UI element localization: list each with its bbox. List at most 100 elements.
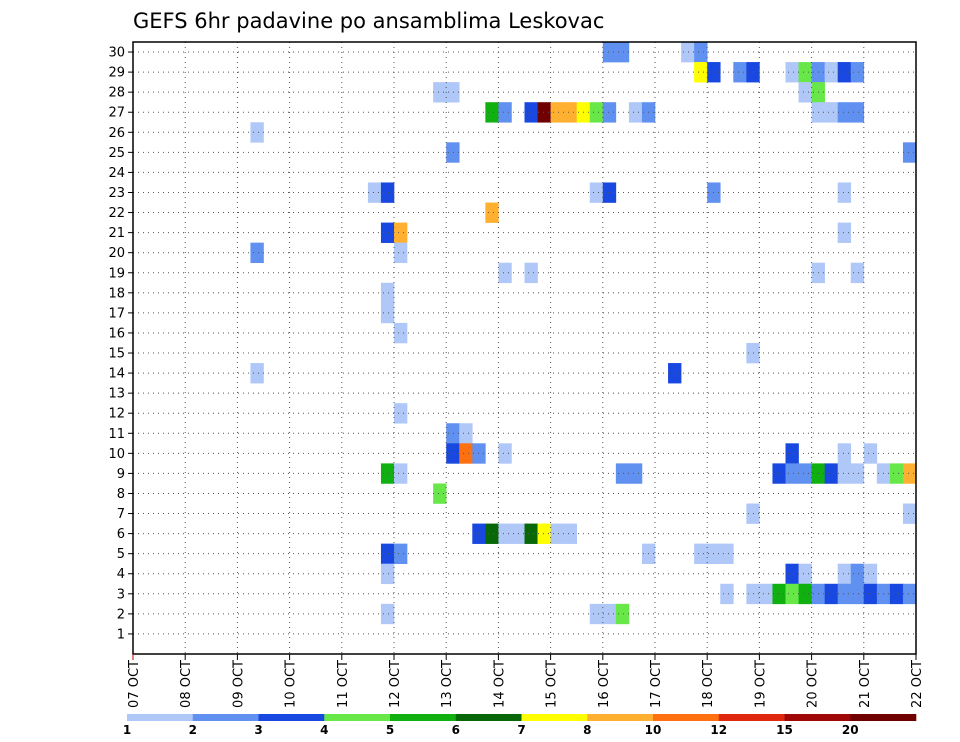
precip-cell (394, 403, 408, 424)
legend-swatch (127, 714, 194, 721)
precip-cell (524, 102, 538, 123)
precip-cell (694, 543, 708, 565)
x-tick-label: 21 OCT (858, 660, 873, 708)
precip-cell (798, 583, 812, 605)
precip-cell (602, 102, 617, 123)
y-tick-label: 15 (108, 347, 125, 362)
y-tick-label: 30 (108, 46, 125, 61)
x-tick-label: 07 OCT (127, 660, 142, 708)
precip-cell (524, 262, 538, 284)
precip-cell (380, 603, 395, 625)
precip-cell (394, 322, 408, 344)
precip-cell (589, 102, 604, 123)
legend-swatch (521, 714, 588, 721)
precip-cell (785, 563, 799, 585)
precip-cell (837, 443, 852, 464)
precip-cell (498, 523, 512, 544)
x-tick-label: 17 OCT (649, 660, 664, 708)
precip-cell (380, 182, 395, 203)
precip-cell (459, 423, 473, 444)
legend-label: 7 (517, 723, 525, 737)
precip-cell (863, 443, 878, 464)
y-tick-label: 8 (117, 487, 125, 502)
y-tick-label: 14 (108, 367, 125, 382)
precip-cell (798, 563, 812, 585)
precip-cell (824, 102, 838, 123)
y-tick-label: 13 (108, 387, 125, 402)
y-tick-label: 19 (108, 266, 125, 281)
x-tick-label: 08 OCT (179, 660, 194, 708)
precip-cell (889, 583, 904, 605)
x-tick-label: 18 OCT (701, 660, 716, 708)
precip-cell (537, 523, 551, 544)
precip-cell (902, 583, 917, 605)
x-tick-label: 13 OCT (440, 660, 455, 708)
precip-cell (394, 463, 408, 484)
precip-cell (380, 282, 395, 304)
precip-cell (902, 463, 917, 484)
precip-cell (798, 463, 812, 484)
precip-cell (733, 62, 747, 83)
precip-cell (837, 102, 852, 123)
legend-label: 15 (776, 723, 793, 737)
precip-cell (863, 583, 878, 605)
legend-swatch (718, 714, 785, 721)
precip-cell (498, 262, 512, 284)
precip-cell (602, 182, 617, 203)
precip-cells (250, 42, 917, 625)
precip-cell (394, 543, 408, 565)
precip-cell (902, 503, 917, 524)
precip-cell (380, 222, 395, 243)
precip-cell (837, 563, 852, 585)
precip-cell (772, 583, 786, 605)
legend-label: 4 (320, 723, 328, 737)
y-tick-label: 26 (108, 126, 125, 141)
y-tick-label: 21 (108, 226, 125, 241)
precip-cell (250, 363, 264, 384)
precip-cell (602, 42, 617, 63)
legend-label: 2 (189, 723, 197, 737)
precip-cell (824, 62, 838, 83)
x-tick-label: 16 OCT (597, 660, 612, 708)
legend-label: 20 (842, 723, 859, 737)
precip-cell (798, 82, 812, 103)
y-tick-label: 12 (108, 407, 125, 422)
precip-cell (250, 242, 264, 264)
precip-cell (537, 102, 551, 123)
legend-label: 12 (710, 723, 727, 737)
precip-cell (720, 583, 734, 605)
precip-cell (668, 363, 682, 384)
precip-cell (850, 102, 865, 123)
precip-cell (380, 543, 395, 565)
precip-cell (863, 563, 878, 585)
precip-cell (850, 463, 865, 484)
precip-cell (837, 583, 852, 605)
precip-cell (615, 603, 630, 625)
legend-label: 8 (583, 723, 591, 737)
precip-cell (837, 62, 852, 83)
y-tick-label: 20 (108, 246, 125, 261)
legend-swatch (192, 714, 259, 721)
precip-cell (902, 142, 917, 163)
y-tick-label: 7 (117, 507, 125, 522)
y-tick-label: 29 (108, 66, 125, 81)
precip-cell (850, 563, 865, 585)
precip-cell (394, 242, 408, 264)
precip-cell (681, 42, 695, 63)
precip-cell (250, 122, 264, 143)
precip-cell (602, 603, 617, 625)
legend-swatch (390, 714, 457, 721)
precip-cell (498, 102, 512, 123)
precip-cell (563, 102, 577, 123)
legend-swatch (455, 714, 522, 721)
chart-title: GEFS 6hr padavine po ansamblima Leskovac (133, 9, 604, 33)
y-tick-label: 1 (117, 627, 125, 642)
precip-cell (785, 463, 799, 484)
y-tick-label: 10 (108, 447, 125, 462)
legend-label: 5 (386, 723, 394, 737)
precip-cell (446, 443, 460, 464)
grid-lines (133, 42, 916, 654)
precip-cell (720, 543, 734, 565)
precip-cell (694, 42, 708, 63)
y-axis: 1234567891011121314151617181920212223242… (108, 46, 133, 642)
